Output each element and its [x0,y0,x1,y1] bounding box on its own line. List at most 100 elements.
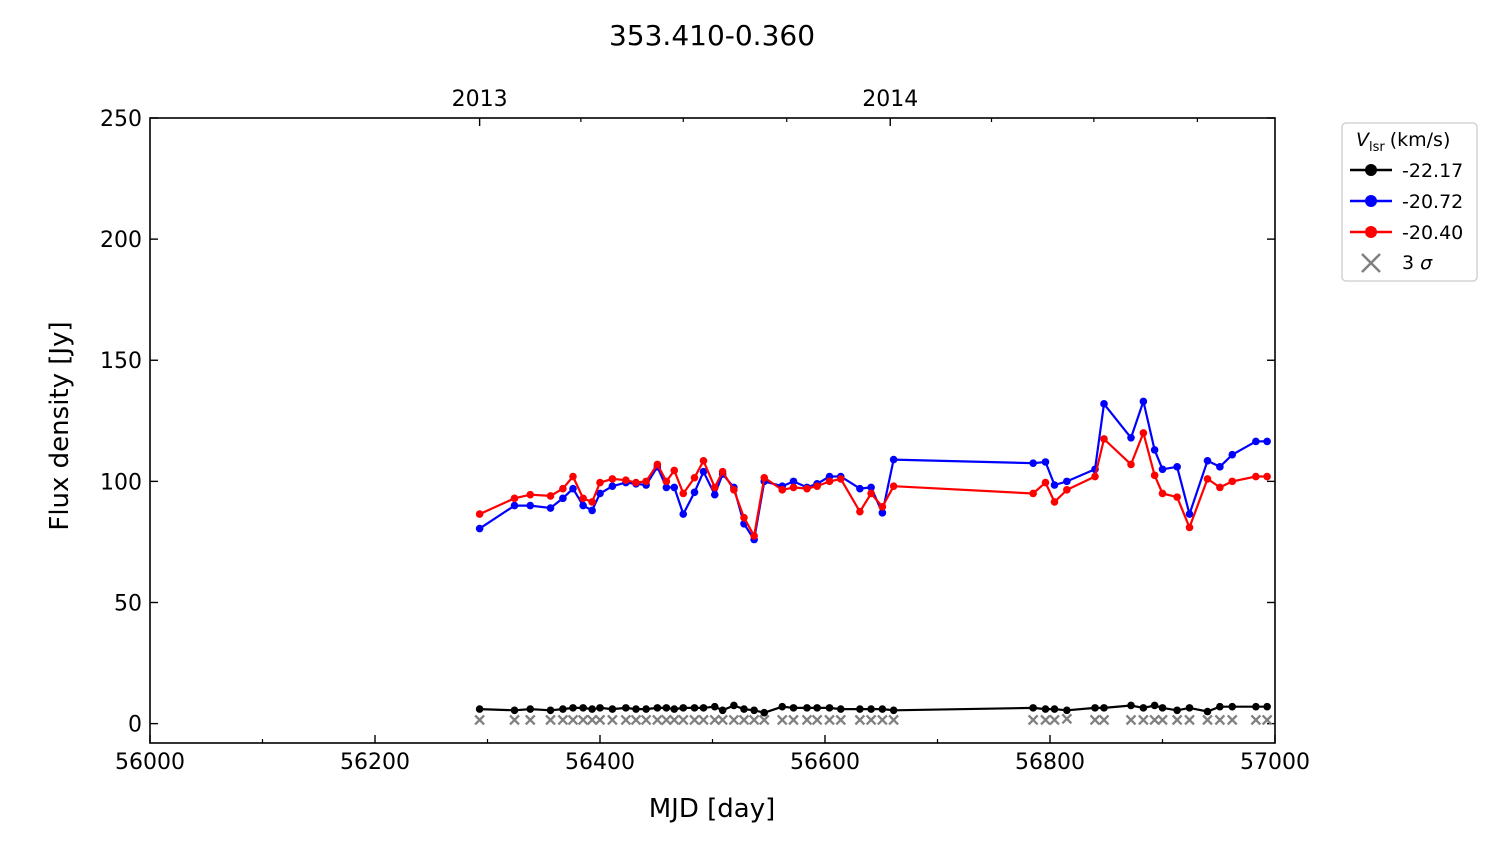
series-point-1 [1185,510,1194,518]
series-point-0 [1063,706,1071,715]
series-point-0 [878,705,887,713]
sigma3-marker [717,714,728,726]
series-line-1 [478,400,1268,541]
series-point-2 [526,490,535,499]
series-point-2 [690,473,699,482]
series-point-2 [588,498,596,506]
series-point-2 [679,489,688,498]
sigma3-marker [630,714,642,726]
sigma3-marker [1261,714,1273,726]
sigma3-marker [509,714,520,726]
series-point-1 [546,504,555,512]
series-point-1 [588,506,596,515]
series-point-2 [608,475,617,483]
series-point-0 [526,705,535,713]
x-tick-label: 56200 [340,750,410,775]
series-point-0 [1228,702,1237,711]
sigma3-marker [586,714,598,726]
x-tick-label: 56000 [115,750,185,775]
series-point-1 [867,483,875,492]
series-point-1 [690,488,699,497]
series-point-1 [1228,450,1237,459]
series-point-0 [559,705,567,713]
series-point-0 [1252,702,1260,711]
sigma3-marker [1157,714,1168,726]
chart-title: 353.410-0.360 [609,19,815,52]
series-point-0 [662,704,671,712]
sigma3-marker [888,714,899,726]
series-point-2 [1185,523,1194,532]
x-tick-label: 56800 [1015,750,1085,775]
series-point-1 [1203,456,1212,465]
series-point-1 [475,524,484,533]
series-point-2 [750,532,758,540]
series-point-0 [856,705,864,713]
series-point-1 [662,483,671,492]
series-point-0 [825,704,834,712]
sigma3-marker [1089,714,1101,726]
sigma3-marker [738,714,750,726]
sigma3-marker [677,714,689,726]
series-point-1 [608,482,617,491]
series-point-0 [836,705,845,713]
series-layer [474,397,1273,726]
sigma3-marker [1214,714,1226,726]
series-point-0 [730,701,738,710]
series-point-0 [699,704,708,712]
series-point-2 [789,483,798,492]
series-point-1 [510,501,519,510]
series-point-0 [690,704,699,712]
x-axis-label: MJD [day] [649,794,776,824]
legend-box [1341,122,1478,282]
sigma3-marker [835,714,847,726]
series-point-0 [622,704,630,712]
sigma3-marker [1226,714,1238,726]
series-point-2 [1041,478,1050,487]
sigma3-marker [854,714,866,726]
x-tick-label: 56400 [565,750,635,775]
legend-label: -20.40 [1402,222,1463,244]
legend-marker [1365,195,1377,207]
series-point-2 [867,489,875,498]
series-point-1 [856,484,864,493]
sigma3-marker [652,714,663,726]
series-point-1 [596,489,604,498]
series-point-2 [1063,486,1071,494]
sigma3-marker [824,714,835,726]
legend-entries: -22.17 -20.72 -20.40 [1350,160,1463,244]
sigma3-marker [877,714,888,726]
sigma3-marker [865,714,877,726]
y-tick-label: 150 [100,349,142,374]
legend-marker [1365,164,1377,176]
sigma3-marker [1049,714,1060,726]
series-point-1 [1139,397,1148,406]
series-point-1 [1263,437,1271,446]
series-point-1 [569,484,577,493]
series-point-0 [1100,704,1108,712]
series-point-2 [510,494,519,503]
series-point-1 [1041,458,1050,466]
series-point-0 [803,704,811,712]
series-point-0 [1029,704,1037,712]
series-point-0 [889,706,898,715]
series-line-2 [479,431,1268,538]
series-point-2 [1216,483,1224,492]
sigma3-marker [524,714,536,726]
sigma3-marker [788,714,799,726]
series-point-0 [1216,702,1224,711]
series-point-0 [579,704,587,712]
sigma3-marker [1149,714,1160,726]
x-tick-label: 56600 [790,750,860,775]
series-point-0 [718,706,727,715]
series-point-2 [569,472,577,481]
series-point-1 [1050,481,1059,489]
series-point-2 [579,494,587,503]
series-point-2 [836,475,845,483]
series-point-2 [760,473,769,482]
y-tick-label: 100 [100,470,142,495]
series-point-1 [1216,463,1224,471]
series-point-1 [699,467,708,476]
series-point-2 [1150,471,1159,480]
legend-title: Vlsr (km/s) [1356,129,1450,155]
series-point-0 [653,704,662,712]
